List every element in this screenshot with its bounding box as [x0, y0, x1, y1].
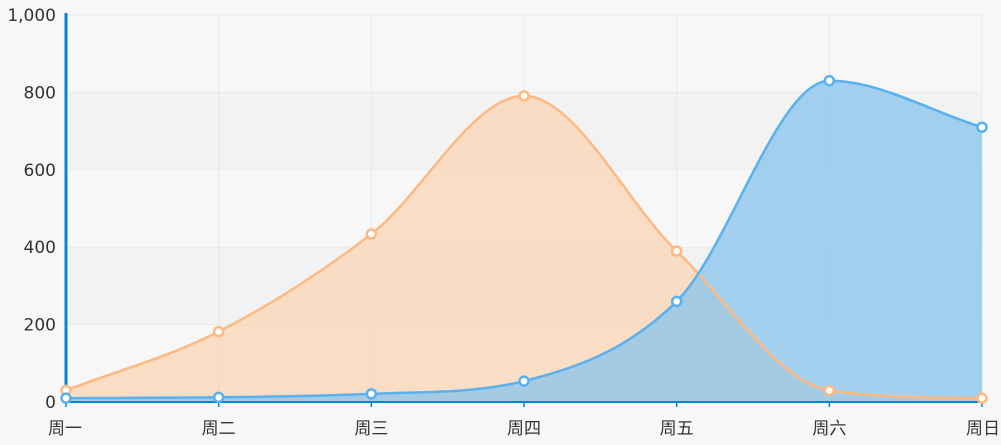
x-tick-label: 周五	[660, 419, 694, 439]
series-1-area	[66, 95, 982, 403]
y-tick-label: 400	[24, 238, 56, 258]
series-2-point[interactable]	[60, 392, 72, 404]
x-tick-label: 周一	[48, 419, 82, 439]
series-1-point[interactable]	[365, 228, 378, 240]
x-tick-label: 周四	[507, 419, 541, 439]
y-axis-labels: 0 200 400 600 800 1,000	[7, 6, 56, 413]
y-tick-label: 800	[24, 83, 56, 103]
series-2-point[interactable]	[670, 295, 683, 308]
x-tick-label: 周六	[812, 419, 846, 439]
series-areas	[66, 80, 982, 403]
x-tick-label: 周日	[966, 419, 1000, 439]
series-2-point[interactable]	[365, 388, 378, 400]
series-2-area	[66, 80, 982, 402]
y-tick-label: 0	[45, 393, 56, 413]
series-2-point[interactable]	[212, 391, 225, 404]
series-1-point[interactable]	[670, 245, 683, 257]
x-axis-labels: 周一 周二 周三 周四 周五 周六 周日	[48, 419, 1000, 439]
series-1-point[interactable]	[212, 325, 225, 338]
x-tick-label: 周二	[202, 419, 236, 439]
series-2-point[interactable]	[518, 375, 530, 387]
series-2-point[interactable]	[976, 121, 988, 133]
y-tick-label: 200	[24, 316, 56, 336]
series-1-point[interactable]	[518, 90, 530, 102]
y-tick-label: 600	[24, 161, 56, 181]
series-1-point[interactable]	[823, 384, 836, 397]
series-2-point[interactable]	[823, 75, 836, 87]
y-tick-label: 1,000	[7, 6, 56, 26]
data-points	[60, 75, 988, 404]
series-1-point[interactable]	[976, 392, 988, 404]
x-tick-label: 周三	[354, 419, 388, 439]
